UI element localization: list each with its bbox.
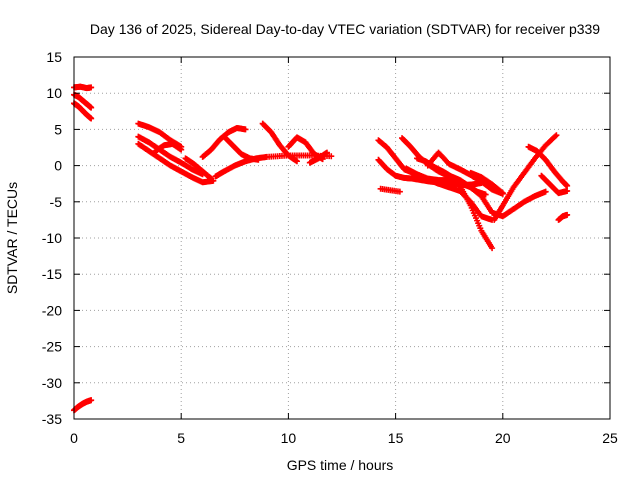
y-axis-label: SDTVAR / TECUs xyxy=(4,182,20,294)
y-tick-label: -15 xyxy=(42,266,62,282)
data-series-track-22 xyxy=(467,169,506,197)
data-series-track-25 xyxy=(538,172,571,197)
data-series-track-24 xyxy=(525,143,571,189)
data-marker xyxy=(328,153,335,160)
data-marker xyxy=(489,245,496,252)
x-axis-label: GPS time / hours xyxy=(287,457,394,473)
grid-lines xyxy=(74,57,610,419)
data-series-track-13 xyxy=(259,120,300,165)
y-tick-label: -10 xyxy=(42,230,62,246)
data-marker xyxy=(482,191,489,198)
data-marker xyxy=(208,175,215,182)
x-tick-label: 25 xyxy=(602,430,618,446)
data-series-track-20 xyxy=(414,155,489,198)
data-series-track-10 xyxy=(199,124,249,160)
data-marker xyxy=(88,104,95,111)
data-marker xyxy=(396,188,403,195)
data-series-track-2 xyxy=(71,91,95,111)
data-marker xyxy=(552,133,559,140)
data-marker xyxy=(88,397,95,404)
y-tick-label: 10 xyxy=(46,85,62,101)
y-tick-label: 0 xyxy=(54,158,62,174)
data-series-track-12 xyxy=(221,133,262,163)
y-tick-label: -35 xyxy=(42,411,62,427)
data-marker xyxy=(564,182,571,189)
data-series-track-26 xyxy=(555,211,571,223)
data-marker xyxy=(498,189,505,196)
axis-ticks: 0 5 10 15 20 25 15 10 5 0 -5 -10 -15 -20 -25 -30 -35 xyxy=(42,49,618,446)
data-marker xyxy=(255,156,262,163)
data-series-track-8 xyxy=(152,140,185,155)
data-marker xyxy=(564,187,571,194)
data-series-track-27 xyxy=(377,185,403,195)
data-marker xyxy=(178,146,185,153)
data-points xyxy=(71,83,571,414)
y-tick-label: -30 xyxy=(42,375,62,391)
data-series-track-9 xyxy=(182,155,215,182)
y-tick-label: 5 xyxy=(54,121,62,137)
x-tick-label: 20 xyxy=(495,430,511,446)
data-marker xyxy=(542,188,549,195)
x-tick-label: 0 xyxy=(70,430,78,446)
data-marker xyxy=(242,126,249,133)
data-marker xyxy=(293,158,300,165)
data-marker xyxy=(88,84,95,91)
data-series-track-23 xyxy=(491,132,560,223)
y-tick-label: -5 xyxy=(50,194,63,210)
data-marker xyxy=(564,211,571,218)
data-series-track-5 xyxy=(135,140,217,186)
x-tick-label: 10 xyxy=(281,430,297,446)
data-marker xyxy=(553,132,560,139)
x-tick-label: 5 xyxy=(177,430,185,446)
data-marker xyxy=(499,190,506,197)
y-tick-label: -20 xyxy=(42,302,62,318)
data-series-track-4 xyxy=(71,397,95,414)
y-tick-label: 15 xyxy=(46,49,62,65)
data-marker xyxy=(88,115,95,122)
data-marker xyxy=(323,149,330,156)
data-series-track-15 xyxy=(306,149,330,166)
y-tick-label: -25 xyxy=(42,339,62,355)
chart-title: Day 136 of 2025, Sidereal Day-to-day VTE… xyxy=(90,21,600,37)
x-tick-label: 15 xyxy=(388,430,404,446)
